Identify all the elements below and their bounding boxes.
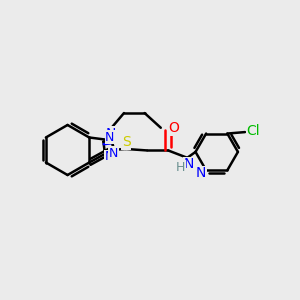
Text: N: N — [104, 150, 114, 164]
Text: N: N — [184, 157, 194, 171]
Text: N: N — [106, 127, 116, 141]
Text: H: H — [176, 161, 185, 174]
Text: O: O — [168, 122, 179, 135]
Text: N: N — [109, 147, 118, 160]
Text: S: S — [122, 136, 131, 149]
Text: N: N — [196, 166, 206, 180]
Text: N: N — [105, 131, 115, 144]
Text: Cl: Cl — [246, 124, 260, 138]
